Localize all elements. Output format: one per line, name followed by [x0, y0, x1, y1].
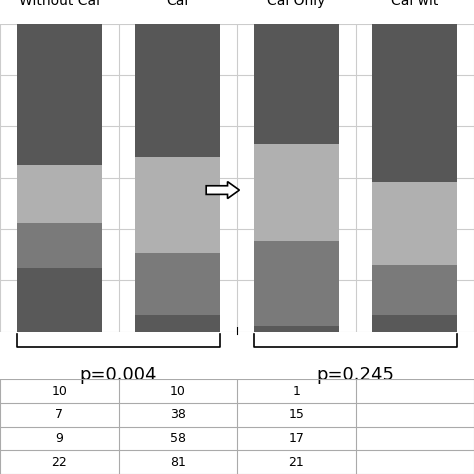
- Bar: [135, 24, 220, 157]
- Text: 38: 38: [170, 408, 186, 421]
- Text: 22: 22: [51, 456, 67, 469]
- Bar: [254, 326, 339, 332]
- Bar: [17, 24, 102, 165]
- Text: Without Cal: Without Cal: [19, 0, 100, 9]
- Text: Cal: Cal: [167, 0, 189, 9]
- Bar: [372, 182, 457, 265]
- FancyArrow shape: [206, 182, 239, 199]
- Text: p=0.245: p=0.245: [317, 366, 394, 384]
- Bar: [254, 144, 339, 240]
- Text: 58: 58: [170, 432, 186, 445]
- Text: 9: 9: [55, 432, 63, 445]
- Bar: [372, 315, 457, 332]
- Text: 1: 1: [292, 384, 300, 398]
- Text: 7: 7: [55, 408, 63, 421]
- Bar: [17, 268, 102, 332]
- Bar: [372, 24, 457, 182]
- Bar: [135, 253, 220, 315]
- Text: Cal wit: Cal wit: [391, 0, 438, 9]
- Text: 17: 17: [288, 432, 304, 445]
- Bar: [135, 315, 220, 332]
- Bar: [254, 24, 339, 144]
- Text: Cal Only: Cal Only: [267, 0, 326, 9]
- Bar: [17, 223, 102, 268]
- Text: 10: 10: [51, 384, 67, 398]
- Bar: [254, 240, 339, 326]
- Text: 15: 15: [288, 408, 304, 421]
- Text: p=0.004: p=0.004: [80, 366, 157, 384]
- Text: 81: 81: [170, 456, 186, 469]
- Bar: [135, 157, 220, 253]
- Bar: [17, 165, 102, 223]
- Bar: [372, 265, 457, 315]
- Text: 10: 10: [170, 384, 186, 398]
- Text: 21: 21: [288, 456, 304, 469]
